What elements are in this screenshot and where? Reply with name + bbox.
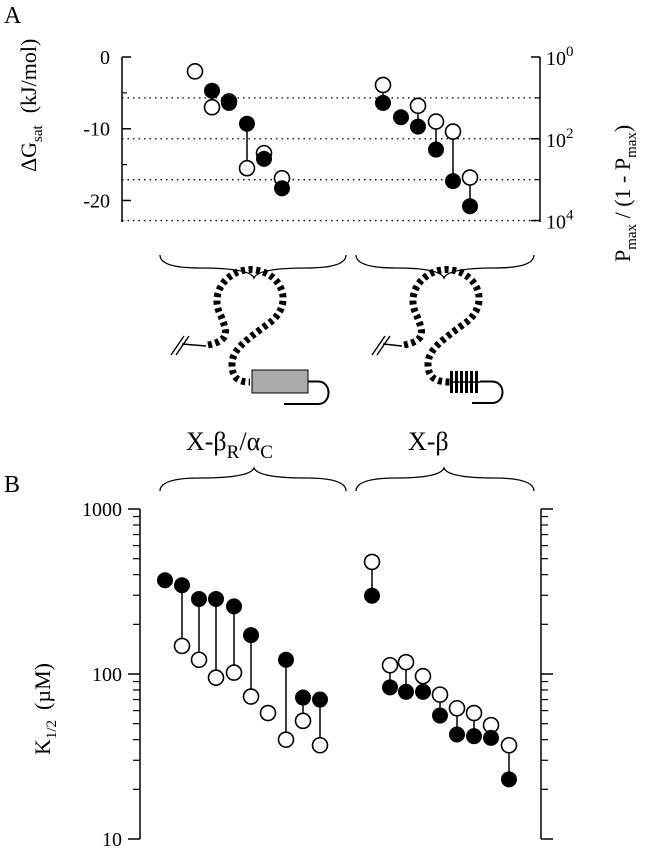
filled-circle-point bbox=[157, 572, 173, 589]
filled-circle-point bbox=[191, 590, 207, 607]
filled-circle-point bbox=[278, 651, 294, 668]
membrane-mark-icon bbox=[371, 335, 386, 356]
brace-left-bottom bbox=[159, 466, 347, 492]
filled-circle-point bbox=[398, 683, 414, 700]
open-circle-point bbox=[190, 651, 208, 669]
panel-a-data bbox=[186, 63, 479, 215]
construct-label-right: X-β bbox=[408, 427, 449, 456]
open-circle-point bbox=[431, 686, 449, 703]
panel-a-right-ticks: 100 102 104 bbox=[531, 44, 574, 234]
open-circle-point bbox=[242, 688, 260, 705]
strand-bar bbox=[450, 371, 453, 393]
filled-circle-point bbox=[295, 689, 311, 706]
y-tick-label: 0 bbox=[100, 47, 110, 69]
panel-a-chart: 0 -10 -20 100 102 104 ΔGsat(kJ/mol) Pmax / (… bbox=[16, 39, 640, 262]
open-circle-point bbox=[409, 97, 427, 115]
filled-circle-point bbox=[428, 141, 444, 158]
open-circle-point bbox=[363, 553, 381, 571]
filled-circle-point bbox=[410, 118, 426, 135]
panel-b-chart: 1000 100 10 K1/2(µM) bbox=[30, 499, 553, 851]
open-circle-point bbox=[414, 667, 432, 685]
construct-label-left: X-βR/αC bbox=[186, 427, 273, 463]
open-circle-point bbox=[427, 113, 445, 130]
strand-bar bbox=[470, 371, 473, 393]
strand-bar bbox=[455, 371, 458, 393]
y-tick-label: 10 bbox=[102, 829, 122, 851]
brace-right-bottom bbox=[355, 466, 535, 492]
membrane-mark-icon bbox=[170, 335, 185, 356]
filled-circle-point bbox=[256, 150, 272, 167]
open-circle-point bbox=[203, 98, 221, 116]
filled-circle-point bbox=[501, 771, 517, 788]
strand-bars-icon bbox=[450, 371, 480, 393]
filled-circle-point bbox=[226, 598, 242, 615]
brace-left-top bbox=[159, 254, 347, 280]
panel-b-data bbox=[157, 553, 518, 788]
panel-label-a: A bbox=[4, 3, 22, 29]
strand-bar bbox=[465, 371, 468, 393]
right-tick-label: 104 bbox=[546, 208, 574, 234]
filled-circle-point bbox=[382, 679, 398, 696]
open-circle-point bbox=[173, 637, 191, 655]
panel-a-left-ticks: 0 -10 -20 bbox=[83, 47, 131, 212]
filled-circle-point bbox=[466, 728, 482, 745]
construct-diagram-right bbox=[371, 266, 504, 404]
filled-circle-point bbox=[483, 729, 499, 746]
y-tick-label: 100 bbox=[92, 664, 122, 686]
tail-hook-icon bbox=[472, 380, 504, 404]
filled-circle-point bbox=[375, 94, 391, 111]
open-circle-point bbox=[225, 664, 243, 681]
filled-circle-point bbox=[243, 627, 259, 644]
open-circle-point bbox=[381, 656, 399, 674]
y-tick-label: 1000 bbox=[82, 499, 122, 521]
filled-circle-point bbox=[449, 726, 465, 743]
panel-a-ylabel-left: ΔGsat(kJ/mol) bbox=[16, 39, 46, 172]
open-circle-point bbox=[397, 653, 415, 671]
open-circle-point bbox=[448, 699, 466, 717]
y-tick-label: -10 bbox=[83, 119, 110, 141]
dashed-loop-icon bbox=[403, 266, 483, 386]
panel-a-gridlines bbox=[122, 97, 540, 222]
filled-circle-point bbox=[462, 198, 478, 215]
panel-b-ylabel: K1/2(µM) bbox=[30, 663, 60, 755]
open-circle-point bbox=[374, 76, 392, 94]
right-tick-label: 100 bbox=[546, 44, 574, 70]
brace-right-top bbox=[355, 254, 535, 280]
filled-circle-point bbox=[432, 707, 448, 724]
filled-circle-point bbox=[174, 577, 190, 594]
strand-bar bbox=[460, 371, 463, 393]
open-circle-point bbox=[500, 736, 518, 754]
filled-circle-point bbox=[221, 94, 237, 111]
open-circle-point bbox=[444, 123, 462, 140]
filled-circle-point bbox=[312, 691, 328, 708]
open-circle-point bbox=[311, 736, 329, 754]
open-circle-point bbox=[277, 731, 295, 748]
construct-diagram-left bbox=[170, 266, 330, 405]
open-circle-point bbox=[186, 63, 204, 80]
filled-circle-point bbox=[415, 683, 431, 700]
panel-a-ylabel-right: Pmax / (1 - Pmax) bbox=[610, 125, 640, 262]
strand-bar bbox=[475, 371, 478, 393]
panel-label-b: B bbox=[4, 472, 20, 498]
tail-hook-icon bbox=[284, 380, 330, 405]
dashed-loop-icon bbox=[207, 266, 287, 386]
filled-circle-point bbox=[393, 109, 409, 126]
helix-block-icon bbox=[251, 369, 309, 394]
filled-circle-point bbox=[204, 82, 220, 99]
right-tick-label: 102 bbox=[546, 126, 574, 152]
filled-circle-point bbox=[274, 180, 290, 197]
filled-circle-point bbox=[239, 115, 255, 132]
filled-circle-point bbox=[364, 587, 380, 604]
open-circle-point bbox=[259, 704, 277, 722]
panel-b-ticks: 1000 100 10 bbox=[82, 499, 553, 851]
filled-circle-point bbox=[208, 590, 224, 607]
filled-circle-point bbox=[445, 173, 461, 190]
open-circle-point bbox=[238, 159, 256, 177]
open-circle-point bbox=[294, 712, 312, 730]
open-circle-point bbox=[461, 169, 479, 186]
open-circle-point bbox=[465, 704, 483, 722]
open-circle-point bbox=[207, 669, 225, 686]
y-tick-label: -20 bbox=[83, 190, 110, 212]
